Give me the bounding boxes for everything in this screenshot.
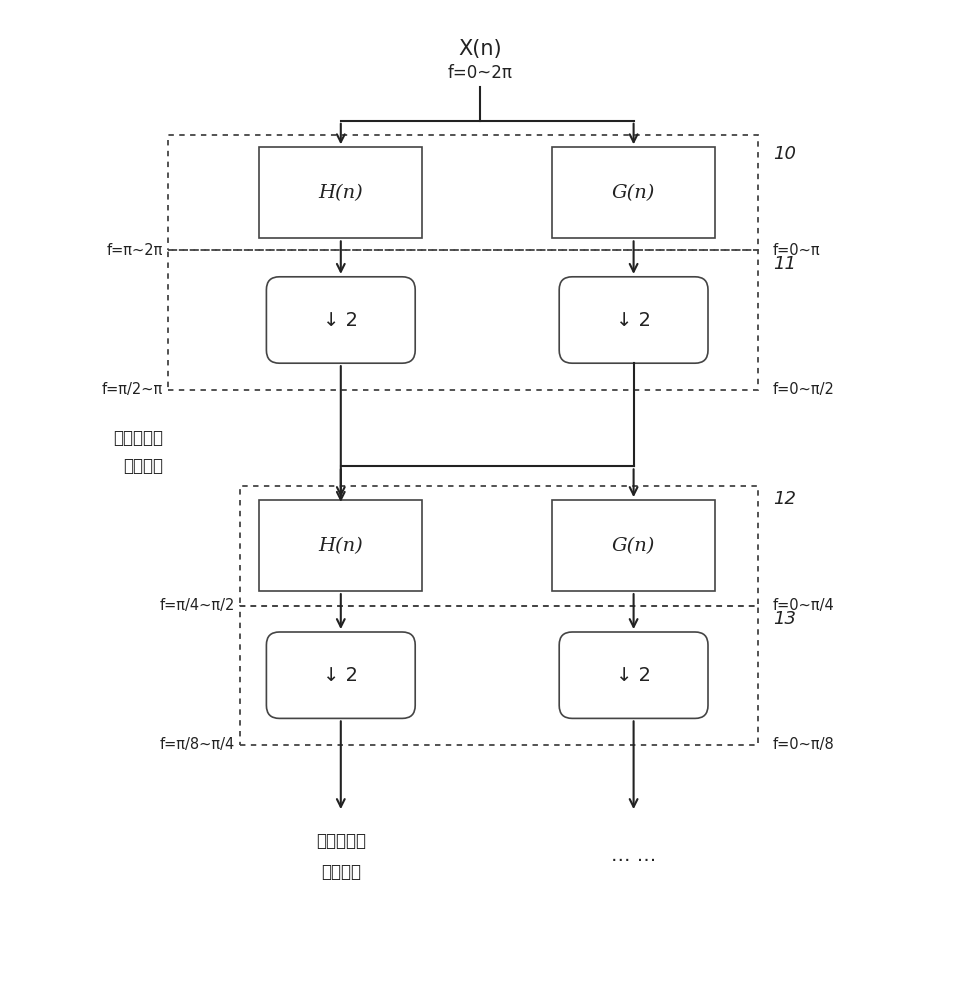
Text: ↓ 2: ↓ 2	[324, 666, 358, 685]
Text: f=π/4~π/2: f=π/4~π/2	[159, 598, 235, 613]
Text: f=π/8~π/4: f=π/8~π/4	[160, 737, 235, 752]
Text: f=0~π/4: f=0~π/4	[773, 598, 834, 613]
Text: ↓ 2: ↓ 2	[616, 666, 651, 685]
FancyBboxPatch shape	[266, 277, 415, 363]
FancyBboxPatch shape	[552, 147, 715, 238]
FancyBboxPatch shape	[266, 632, 415, 718]
Bar	[240, 606, 758, 745]
Text: X(n): X(n)	[458, 39, 502, 59]
Text: H(n): H(n)	[319, 537, 363, 555]
FancyBboxPatch shape	[559, 632, 708, 718]
Text: 第一层小波: 第一层小波	[113, 429, 163, 447]
Text: f=π/2~π: f=π/2~π	[102, 382, 163, 397]
Text: 10: 10	[773, 145, 796, 163]
Text: H(n): H(n)	[319, 184, 363, 202]
Text: 变换系数: 变换系数	[123, 457, 163, 475]
Text: 第二层小波: 第二层小波	[316, 832, 366, 850]
Text: f=0~2π: f=0~2π	[447, 64, 513, 82]
Bar	[240, 486, 758, 606]
FancyBboxPatch shape	[259, 147, 422, 238]
Text: 变换系数: 变换系数	[321, 863, 361, 881]
Bar	[168, 250, 758, 390]
Text: … …: … …	[611, 846, 657, 865]
Text: f=0~π: f=0~π	[773, 243, 821, 258]
Text: 13: 13	[773, 610, 796, 628]
Text: ↓ 2: ↓ 2	[616, 310, 651, 330]
Text: f=π~2π: f=π~2π	[107, 243, 163, 258]
FancyBboxPatch shape	[552, 500, 715, 591]
FancyBboxPatch shape	[259, 500, 422, 591]
Text: G(n): G(n)	[612, 537, 656, 555]
Text: 11: 11	[773, 255, 796, 273]
Text: G(n): G(n)	[612, 184, 656, 202]
Text: f=0~π/2: f=0~π/2	[773, 382, 834, 397]
Text: 12: 12	[773, 490, 796, 508]
Bar	[168, 135, 758, 250]
Text: f=0~π/8: f=0~π/8	[773, 737, 834, 752]
FancyBboxPatch shape	[559, 277, 708, 363]
Text: ↓ 2: ↓ 2	[324, 310, 358, 330]
